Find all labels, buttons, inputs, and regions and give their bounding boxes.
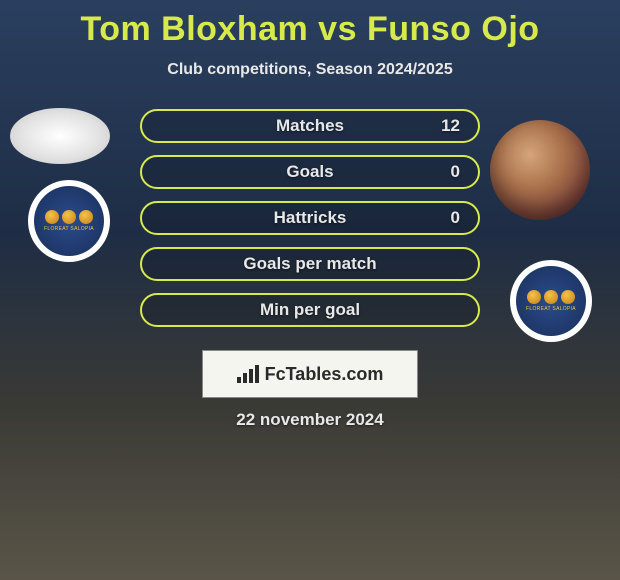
stat-label: Min per goal [260,300,360,320]
page-title: Tom Bloxham vs Funso Ojo [0,0,620,49]
stat-row-matches: Matches 12 [120,109,500,143]
fctables-icon [237,365,259,383]
subtitle: Club competitions, Season 2024/2025 [0,61,620,79]
fctables-label: FcTables.com [265,364,384,385]
stat-row-min-per-goal: Min per goal [120,293,500,327]
stat-value-right: 12 [441,116,460,136]
stat-value-right: 0 [451,162,460,182]
stat-label: Goals per match [243,254,376,274]
stat-label: Matches [276,116,344,136]
fctables-watermark: FcTables.com [202,350,418,398]
stats-area: Matches 12 Goals 0 Hattricks 0 Goals per… [0,109,620,327]
date-text: 22 november 2024 [236,410,383,430]
stat-row-goals: Goals 0 [120,155,500,189]
stat-value-right: 0 [451,208,460,228]
stat-row-hattricks: Hattricks 0 [120,201,500,235]
stat-row-goals-per-match: Goals per match [120,247,500,281]
stat-label: Hattricks [274,208,347,228]
stat-label: Goals [286,162,333,182]
